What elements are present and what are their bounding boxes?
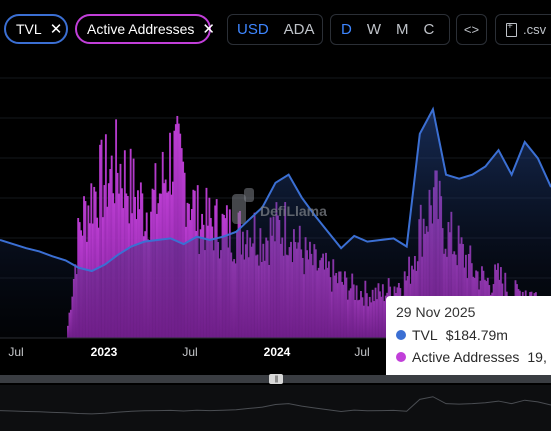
active-addresses-bar <box>104 134 107 338</box>
active-addresses-bar <box>93 186 96 338</box>
chart-area[interactable]: DefiLlama Jul 2023 Jul 2024 Jul <box>0 58 551 373</box>
currency-option-ada[interactable]: ADA <box>283 21 315 38</box>
active-addresses-bar <box>110 155 113 338</box>
active-addresses-bar <box>174 124 177 338</box>
active-addresses-bar <box>100 139 103 338</box>
metric-chip-tvl-label: TVL <box>16 21 42 37</box>
active-addresses-bar <box>129 148 132 338</box>
active-addresses-bar <box>94 191 97 338</box>
period-option-m[interactable]: M <box>396 21 409 38</box>
chart-tooltip: 29 Nov 2025 TVL $184.79m Active Addresse… <box>386 296 551 380</box>
metric-chip-active-addresses-label: Active Addresses <box>87 21 195 37</box>
overview-chart[interactable] <box>0 385 551 431</box>
file-add-icon <box>506 21 517 37</box>
llama-logo-icon <box>232 194 246 224</box>
watermark: DefiLlama <box>232 188 327 224</box>
x-tick-label: Jul <box>182 345 197 359</box>
close-icon[interactable]: ✕ <box>49 21 63 38</box>
period-option-w[interactable]: W <box>366 21 382 38</box>
active-addresses-bar <box>90 183 93 338</box>
close-icon[interactable]: ✕ <box>202 21 215 38</box>
period-option-d[interactable]: D <box>341 21 352 38</box>
tooltip-active-addresses-name: Active Addresses <box>412 349 520 365</box>
embed-button[interactable]: <> <box>456 14 487 45</box>
metric-chip-active-addresses[interactable]: Active Addresses ✕ <box>75 14 215 44</box>
tooltip-row-active-addresses: Active Addresses 19, <box>396 349 551 365</box>
tvl-dot-icon <box>396 330 406 340</box>
overview-line <box>0 396 551 415</box>
active-addresses-bar <box>119 163 122 338</box>
chart-toolbar: TVL ✕ Active Addresses ✕ USD ADA D W M C… <box>0 0 551 58</box>
csv-download-button[interactable]: .csv <box>495 14 551 45</box>
active-addresses-bar <box>103 185 106 338</box>
code-icon: <> <box>463 22 480 37</box>
x-tick-label: 2024 <box>264 345 291 359</box>
tooltip-tvl-name: TVL <box>412 327 438 343</box>
tooltip-date: 29 Nov 2025 <box>396 304 476 320</box>
tvl-area <box>0 109 551 338</box>
active-addresses-bar <box>179 133 182 338</box>
x-tick-label: 2023 <box>91 345 118 359</box>
active-addresses-bar <box>177 123 180 339</box>
active-addresses-bar <box>115 119 118 338</box>
tvl-line <box>0 106 551 273</box>
watermark-text: DefiLlama <box>260 203 327 219</box>
tooltip-tvl-value: $184.79m <box>445 327 508 343</box>
x-tick-label: Jul <box>8 345 23 359</box>
currency-option-usd[interactable]: USD <box>237 21 269 38</box>
x-axis-ticks: Jul 2023 Jul 2024 Jul <box>8 345 369 359</box>
active-addresses-bar <box>169 132 171 338</box>
active-addresses-bar <box>176 115 179 339</box>
active-addresses-bar <box>173 130 176 338</box>
csv-label: .csv <box>523 22 547 37</box>
range-slider-handle[interactable]: ||| <box>269 374 283 384</box>
tooltip-row-tvl: TVL $184.79m <box>396 327 551 343</box>
active-addresses-bar <box>83 196 85 338</box>
active-addresses-bar <box>99 144 101 338</box>
active-addresses-bar <box>109 169 112 338</box>
grip-icon: ||| <box>274 375 279 383</box>
period-option-c[interactable]: C <box>423 21 435 38</box>
x-tick-label: Jul <box>354 345 369 359</box>
metric-chip-tvl[interactable]: TVL ✕ <box>4 14 68 44</box>
currency-toggle: USD ADA <box>227 14 323 45</box>
active-addresses-bar <box>123 150 126 338</box>
llama-logo-icon <box>244 188 254 202</box>
tooltip-active-addresses-value: 19, <box>527 349 547 365</box>
active-addresses-dot-icon <box>396 352 406 362</box>
period-toggle: D W M C <box>330 14 450 45</box>
